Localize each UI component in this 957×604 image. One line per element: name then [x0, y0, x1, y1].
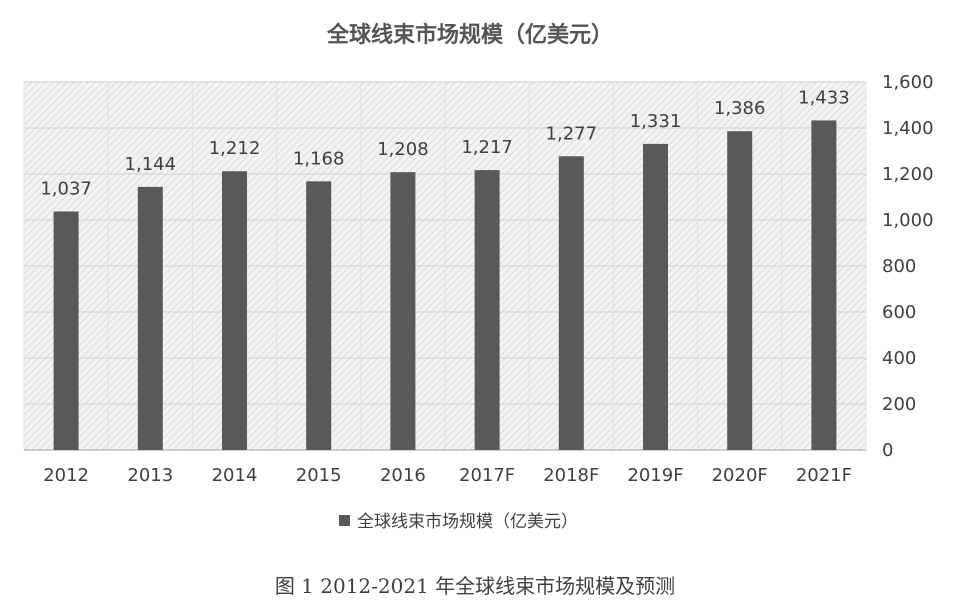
- data-label: 1,217: [461, 137, 513, 158]
- y-tick-label: 1,200: [882, 164, 934, 185]
- x-tick-label: 2013: [127, 465, 173, 486]
- x-tick-label: 2016: [380, 465, 426, 486]
- data-label: 1,212: [209, 138, 261, 159]
- y-axis-ticks: 0 200 400 600 800 1,000 1,200 1,400 1,600: [882, 72, 934, 461]
- data-label: 1,168: [293, 148, 345, 169]
- y-tick-label: 200: [882, 394, 916, 415]
- figure-caption: 图 1 2012-2021 年全球线束市场规模及预测: [275, 574, 675, 598]
- bar: [306, 181, 332, 451]
- y-tick-label: 0: [882, 440, 893, 461]
- y-tick-label: 1,600: [882, 72, 934, 93]
- data-label: 1,331: [630, 111, 682, 132]
- x-tick-label: 2012: [43, 465, 89, 486]
- bar: [558, 156, 584, 451]
- data-label: 1,037: [40, 178, 92, 199]
- chart-title: 全球线束市场规模（亿美元）: [326, 22, 613, 48]
- legend-swatch: [339, 515, 350, 526]
- bar: [222, 171, 247, 451]
- x-tick-label: 2014: [212, 465, 258, 486]
- x-tick-label: 2018F: [543, 465, 599, 486]
- bar: [474, 170, 500, 450]
- data-label: 1,208: [377, 139, 429, 160]
- y-tick-label: 600: [882, 302, 916, 323]
- x-axis-ticks: 2012 2013 2014 2015 2016 2017F 2018F 2019F 2020F…: [43, 465, 852, 486]
- x-tick-label: 2019F: [627, 465, 683, 486]
- bar: [137, 186, 163, 450]
- bars: [53, 120, 837, 451]
- data-labels: 1,037 1,144 1,212 1,168 1,208 1,217 1,277 1,331…: [40, 87, 849, 199]
- x-tick-label: 2020F: [712, 465, 768, 486]
- bar: [390, 172, 416, 450]
- bar: [811, 120, 837, 450]
- data-label: 1,144: [125, 154, 177, 175]
- x-tick-label: 2021F: [796, 465, 852, 486]
- data-label: 1,433: [798, 87, 850, 108]
- legend-label: 全球线束市场规模（亿美元）: [357, 512, 578, 532]
- x-tick-label: 2017F: [459, 465, 515, 486]
- legend: 全球线束市场规模（亿美元）: [339, 512, 578, 532]
- data-label: 1,277: [546, 123, 598, 144]
- gridlines: [23, 81, 867, 451]
- y-tick-label: 1,400: [882, 118, 934, 139]
- bar: [727, 131, 753, 450]
- bar: [643, 143, 668, 450]
- y-tick-label: 1,000: [882, 210, 934, 231]
- x-tick-label: 2015: [296, 465, 342, 486]
- y-tick-label: 800: [882, 256, 916, 277]
- data-label: 1,386: [714, 98, 766, 119]
- y-tick-label: 400: [882, 348, 916, 369]
- bar: [53, 211, 79, 450]
